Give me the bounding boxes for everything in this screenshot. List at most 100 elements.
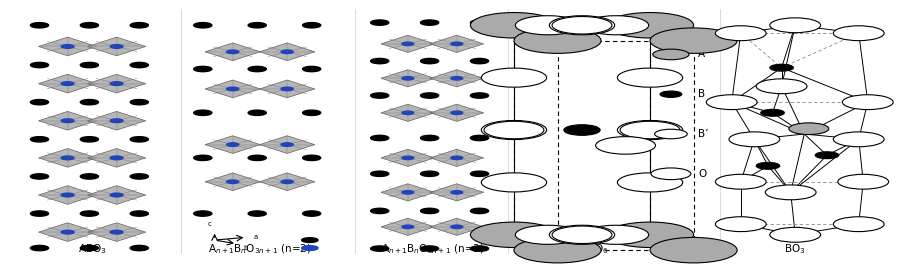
Polygon shape — [259, 80, 315, 98]
Circle shape — [451, 225, 462, 229]
Circle shape — [61, 193, 74, 197]
Circle shape — [194, 155, 212, 161]
Polygon shape — [430, 149, 483, 166]
Circle shape — [402, 191, 414, 194]
Circle shape — [620, 121, 680, 139]
Circle shape — [402, 77, 414, 80]
Circle shape — [470, 58, 489, 64]
Circle shape — [194, 66, 212, 72]
Polygon shape — [87, 148, 146, 167]
Text: b: b — [244, 245, 248, 251]
Circle shape — [420, 58, 439, 64]
Circle shape — [515, 16, 581, 35]
Circle shape — [834, 132, 885, 147]
Polygon shape — [87, 37, 146, 56]
Circle shape — [606, 222, 693, 248]
Polygon shape — [38, 186, 96, 204]
Circle shape — [552, 17, 612, 34]
Circle shape — [194, 23, 212, 28]
Circle shape — [281, 143, 293, 146]
Circle shape — [30, 23, 48, 28]
Circle shape — [838, 174, 889, 189]
Circle shape — [420, 135, 439, 141]
Circle shape — [617, 173, 682, 192]
Polygon shape — [381, 218, 435, 235]
Circle shape — [227, 143, 238, 146]
Circle shape — [30, 245, 48, 251]
Circle shape — [302, 238, 318, 243]
Circle shape — [770, 227, 821, 242]
Circle shape — [370, 135, 389, 141]
Polygon shape — [87, 74, 146, 93]
Text: ABO$_3$: ABO$_3$ — [78, 242, 106, 256]
Circle shape — [660, 91, 682, 97]
Circle shape — [583, 225, 649, 244]
Polygon shape — [259, 136, 315, 154]
Circle shape — [130, 137, 148, 142]
Circle shape — [789, 123, 829, 135]
Polygon shape — [38, 111, 96, 130]
Circle shape — [515, 225, 581, 244]
Polygon shape — [205, 80, 260, 98]
Circle shape — [834, 217, 885, 232]
Circle shape — [451, 111, 462, 114]
Circle shape — [815, 152, 839, 159]
Circle shape — [650, 237, 737, 263]
Polygon shape — [87, 186, 146, 204]
Polygon shape — [381, 35, 435, 53]
Circle shape — [715, 174, 766, 189]
Circle shape — [484, 121, 544, 139]
Circle shape — [302, 246, 318, 250]
Circle shape — [248, 110, 267, 116]
Circle shape — [617, 121, 682, 140]
Circle shape — [729, 132, 780, 147]
Circle shape — [248, 155, 267, 161]
Polygon shape — [38, 37, 96, 56]
Text: O: O — [698, 169, 706, 179]
Circle shape — [370, 20, 389, 25]
Polygon shape — [259, 43, 315, 61]
Circle shape — [715, 26, 766, 41]
Circle shape — [481, 68, 547, 87]
Circle shape — [61, 119, 74, 122]
Circle shape — [61, 230, 74, 234]
Circle shape — [420, 93, 439, 98]
Circle shape — [248, 66, 267, 72]
Circle shape — [30, 211, 48, 216]
Circle shape — [550, 16, 614, 35]
Polygon shape — [38, 148, 96, 167]
Circle shape — [564, 125, 601, 135]
Circle shape — [402, 156, 414, 159]
Circle shape — [194, 211, 212, 216]
Polygon shape — [205, 136, 260, 154]
Circle shape — [617, 68, 682, 87]
Circle shape — [715, 217, 766, 232]
Circle shape — [514, 237, 602, 263]
Circle shape — [370, 58, 389, 64]
Circle shape — [80, 174, 98, 179]
Circle shape — [130, 211, 148, 216]
Circle shape — [303, 23, 320, 28]
Circle shape — [370, 171, 389, 176]
Text: a: a — [254, 234, 258, 240]
Text: B: B — [698, 89, 705, 99]
Polygon shape — [381, 104, 435, 121]
Circle shape — [606, 13, 693, 38]
Circle shape — [303, 211, 320, 216]
Circle shape — [583, 16, 649, 35]
Text: A$_{n+1}$B$_n$O$_{3n+1}$ (n=3): A$_{n+1}$B$_n$O$_{3n+1}$ (n=3) — [380, 242, 484, 256]
Circle shape — [110, 82, 123, 85]
Text: A$_{n+1}$B$_n$O$_{3n+1}$ (n=2): A$_{n+1}$B$_n$O$_{3n+1}$ (n=2) — [208, 242, 311, 256]
Circle shape — [110, 156, 123, 160]
Polygon shape — [87, 223, 146, 241]
Circle shape — [651, 168, 691, 180]
Circle shape — [470, 13, 558, 38]
Polygon shape — [38, 74, 96, 93]
Circle shape — [650, 28, 737, 53]
Circle shape — [80, 211, 98, 216]
Circle shape — [470, 135, 489, 141]
Circle shape — [303, 66, 320, 72]
Circle shape — [451, 156, 462, 159]
Circle shape — [130, 174, 148, 179]
Polygon shape — [38, 223, 96, 241]
